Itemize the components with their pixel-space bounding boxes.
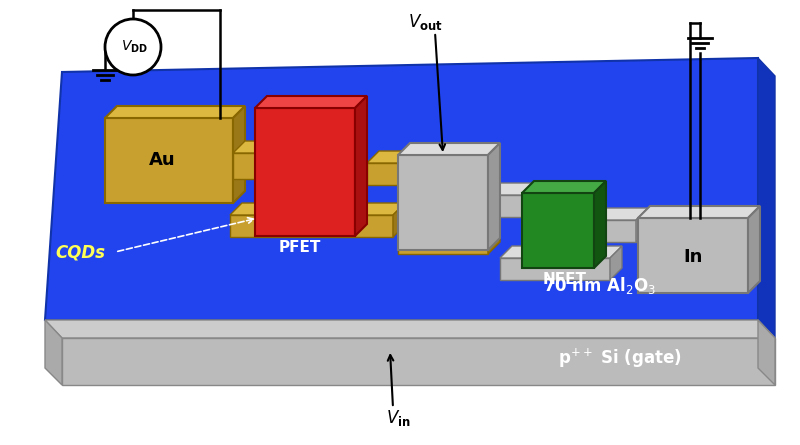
- Circle shape: [105, 19, 161, 75]
- Polygon shape: [500, 258, 610, 280]
- Text: p$^{++}$ Si (gate): p$^{++}$ Si (gate): [558, 346, 682, 370]
- Polygon shape: [233, 153, 261, 179]
- Text: $\it{V}_{\mathbf{DD}}$: $\it{V}_{\mathbf{DD}}$: [122, 39, 149, 55]
- Polygon shape: [758, 320, 775, 385]
- Polygon shape: [758, 58, 775, 338]
- Polygon shape: [45, 58, 758, 320]
- Polygon shape: [528, 183, 540, 217]
- Polygon shape: [594, 208, 648, 220]
- Polygon shape: [636, 208, 648, 242]
- Text: NFET: NFET: [543, 272, 587, 287]
- Polygon shape: [367, 151, 412, 163]
- Polygon shape: [400, 151, 412, 185]
- Polygon shape: [233, 141, 273, 153]
- Polygon shape: [488, 228, 500, 254]
- Polygon shape: [62, 338, 775, 385]
- Polygon shape: [594, 181, 606, 268]
- Polygon shape: [488, 183, 540, 195]
- Text: In: In: [683, 248, 702, 266]
- Polygon shape: [500, 246, 622, 258]
- Polygon shape: [610, 246, 622, 280]
- Text: $\it{V}_{\mathbf{out}}$: $\it{V}_{\mathbf{out}}$: [407, 12, 442, 32]
- Polygon shape: [398, 143, 500, 155]
- Polygon shape: [748, 206, 760, 293]
- Polygon shape: [488, 143, 500, 250]
- Polygon shape: [398, 228, 500, 240]
- Polygon shape: [594, 220, 636, 242]
- Text: $\it{V}_{\mathbf{in}}$: $\it{V}_{\mathbf{in}}$: [386, 408, 410, 428]
- Text: PFET: PFET: [279, 240, 321, 255]
- Polygon shape: [398, 155, 488, 250]
- Text: Au: Au: [149, 151, 175, 169]
- Polygon shape: [261, 141, 273, 179]
- Polygon shape: [638, 218, 748, 293]
- Polygon shape: [522, 193, 594, 268]
- Polygon shape: [393, 203, 405, 237]
- Polygon shape: [398, 240, 488, 254]
- Polygon shape: [255, 108, 355, 236]
- Polygon shape: [45, 320, 62, 385]
- Text: CQDs: CQDs: [55, 243, 105, 261]
- Polygon shape: [255, 96, 367, 108]
- Polygon shape: [230, 215, 393, 237]
- Polygon shape: [45, 320, 775, 338]
- Polygon shape: [233, 106, 245, 203]
- Polygon shape: [355, 96, 367, 236]
- Polygon shape: [105, 118, 233, 203]
- Polygon shape: [488, 195, 528, 217]
- Polygon shape: [230, 203, 405, 215]
- Polygon shape: [367, 163, 400, 185]
- Polygon shape: [638, 206, 760, 218]
- Polygon shape: [105, 106, 245, 118]
- Text: 70 nm Al$_2$O$_3$: 70 nm Al$_2$O$_3$: [543, 275, 657, 295]
- Polygon shape: [522, 181, 606, 193]
